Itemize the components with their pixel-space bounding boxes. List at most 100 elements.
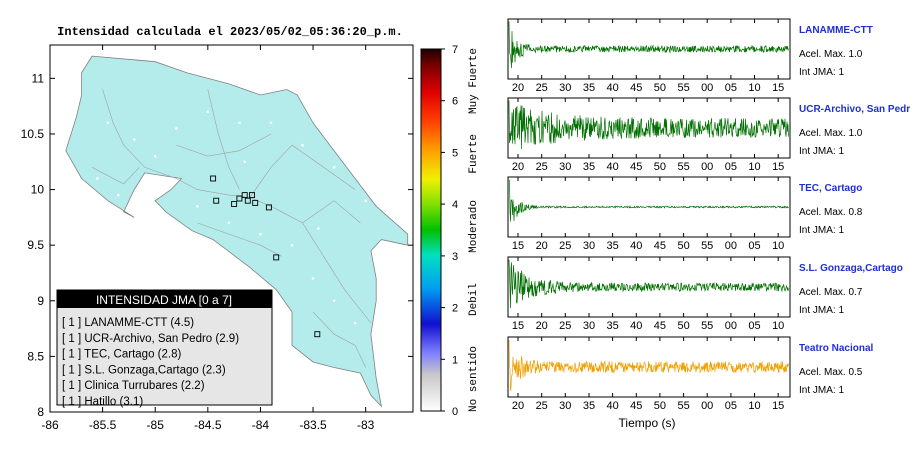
colorbar-label-debil: Debil <box>468 283 480 316</box>
time-tick-label: 30 <box>559 400 571 412</box>
station-marker <box>236 195 243 202</box>
costa-rica-landmass <box>65 55 409 408</box>
map-plot-area <box>65 55 409 408</box>
time-tick-label: 20 <box>536 240 548 252</box>
town-dot <box>238 121 241 125</box>
colorbar-tick-label: 3 <box>452 251 458 263</box>
station-marker <box>210 175 217 182</box>
station-marker <box>244 197 251 204</box>
waveform-trace <box>508 339 789 391</box>
time-tick-label: 35 <box>606 320 618 332</box>
road-line <box>102 89 372 324</box>
legend-item: [ 1 ] Clinica Turrubares (2.2) <box>62 380 205 392</box>
time-tick-label: 25 <box>536 161 548 173</box>
map-title: Intensidad calculada el 2023/05/02_05:36… <box>57 25 403 39</box>
latitude-axis: 11 10.5 10 9.5 9 8.5 8 <box>21 71 413 419</box>
time-tick-label: 20 <box>512 161 524 173</box>
colorbar-tick-label: 7 <box>452 44 458 56</box>
waveform-panel: 20 25 30 35 40 45 50 55 00 05 10 15 LANAMME-CTT Acel.… <box>507 18 873 94</box>
colorbar-ticks: 7 6 5 4 3 2 1 0 <box>441 44 458 418</box>
town-dot <box>132 138 136 141</box>
waveform-trace <box>508 100 789 150</box>
time-tick-label: 45 <box>630 161 642 173</box>
time-tick-label: 55 <box>677 400 689 412</box>
time-tick-label: 10 <box>772 240 784 252</box>
colorbar-label-fuerte: Fuerte <box>468 134 480 174</box>
time-tick-label: 45 <box>630 82 642 94</box>
town-dot <box>243 160 246 164</box>
lon-tick-label: -86 <box>41 418 59 432</box>
road-line <box>197 222 282 257</box>
waveform-trace <box>508 179 789 222</box>
colorbar-tick-label: 0 <box>452 406 458 418</box>
station-marker <box>213 197 220 204</box>
time-tick-label: 50 <box>654 161 666 173</box>
time-tick-label: 50 <box>654 82 666 94</box>
time-tick-label: 35 <box>583 400 595 412</box>
time-tick-label: 45 <box>654 240 666 252</box>
time-tick-label: 35 <box>583 161 595 173</box>
time-axis-label: Tiempo (s) <box>619 416 676 430</box>
time-tick-label: 55 <box>677 161 689 173</box>
town-dot <box>301 143 304 147</box>
station-marker <box>231 201 238 207</box>
jma-intensity: Int JMA: 1 <box>799 67 844 78</box>
time-tick-label: 20 <box>536 320 548 332</box>
time-tick-label: 50 <box>654 400 666 412</box>
time-tick-label: 45 <box>630 400 642 412</box>
colorbar-label-muy-fuerte: Muy Fuerte <box>468 48 480 114</box>
legend-box <box>56 289 273 406</box>
time-tick-label: 15 <box>772 161 784 173</box>
max-acceleration: Acel. Max. 0.7 <box>799 287 863 298</box>
station-marker <box>273 254 280 261</box>
colorbar-tick-label: 2 <box>452 303 458 315</box>
lon-tick-label: -84.5 <box>194 418 222 432</box>
time-tick-label: 05 <box>725 161 737 173</box>
time-tick-label: 35 <box>583 82 595 94</box>
time-tick-label: 25 <box>559 320 571 332</box>
time-tick-label: 05 <box>748 320 760 332</box>
legend-item: [ 1 ] LANAMME-CTT (4.5) <box>62 317 194 329</box>
road-line <box>249 144 356 198</box>
town-dot <box>269 121 273 125</box>
lat-tick-label: 10 <box>31 183 45 197</box>
station-name: S.L. Gonzaga,Cartago <box>799 263 903 274</box>
time-tick-label: 35 <box>606 240 618 252</box>
road-line <box>302 200 361 224</box>
colorbar-tick-label: 5 <box>452 147 458 159</box>
time-tick-label: 20 <box>512 400 524 412</box>
time-tick-label: 25 <box>536 82 548 94</box>
time-tick-label: 30 <box>559 82 571 94</box>
town-dot <box>96 177 99 180</box>
time-tick-label: 00 <box>725 240 737 252</box>
lat-tick-label: 11 <box>32 71 45 85</box>
town-dot <box>175 127 178 130</box>
jma-intensity: Int JMA: 1 <box>799 385 844 396</box>
time-tick-label: 55 <box>677 82 689 94</box>
station-marker <box>314 331 321 338</box>
time-tick-label: 40 <box>630 320 642 332</box>
time-tick-label: 10 <box>772 320 784 332</box>
colorbar-label-moderado: Moderado <box>468 200 480 253</box>
legend-items: [ 1 ] LANAMME-CTT (4.5) [ 1 ] UCR-Archivo… <box>62 317 239 408</box>
time-tick-label: 05 <box>748 240 760 252</box>
town-dot <box>227 221 231 225</box>
legend-item: [ 1 ] Hatillo (3.1) <box>62 396 143 408</box>
max-acceleration: Acel. Max. 0.8 <box>799 207 863 218</box>
colorbar-tick-label: 6 <box>452 96 458 108</box>
station-marker <box>249 192 255 199</box>
time-tick-label: 20 <box>512 82 524 94</box>
station-name: UCR-Archivo, San Pedro <box>799 104 910 115</box>
time-tick-label: 30 <box>583 320 595 332</box>
town-dot <box>106 121 110 125</box>
lat-tick-label: 9.5 <box>27 238 44 252</box>
time-tick-label: 30 <box>583 240 595 252</box>
time-tick-label: 05 <box>725 82 737 94</box>
colorbar-tick-label: 1 <box>452 354 458 366</box>
jma-intensity: Int JMA: 1 <box>799 225 844 236</box>
town-dot <box>164 182 167 186</box>
intensity-colorbar: 7 6 5 4 3 2 1 0 Muy Fuerte Fuerte Moderado Debi… <box>420 44 480 418</box>
lon-tick-label: -85 <box>147 418 165 432</box>
town-dot <box>332 166 336 169</box>
